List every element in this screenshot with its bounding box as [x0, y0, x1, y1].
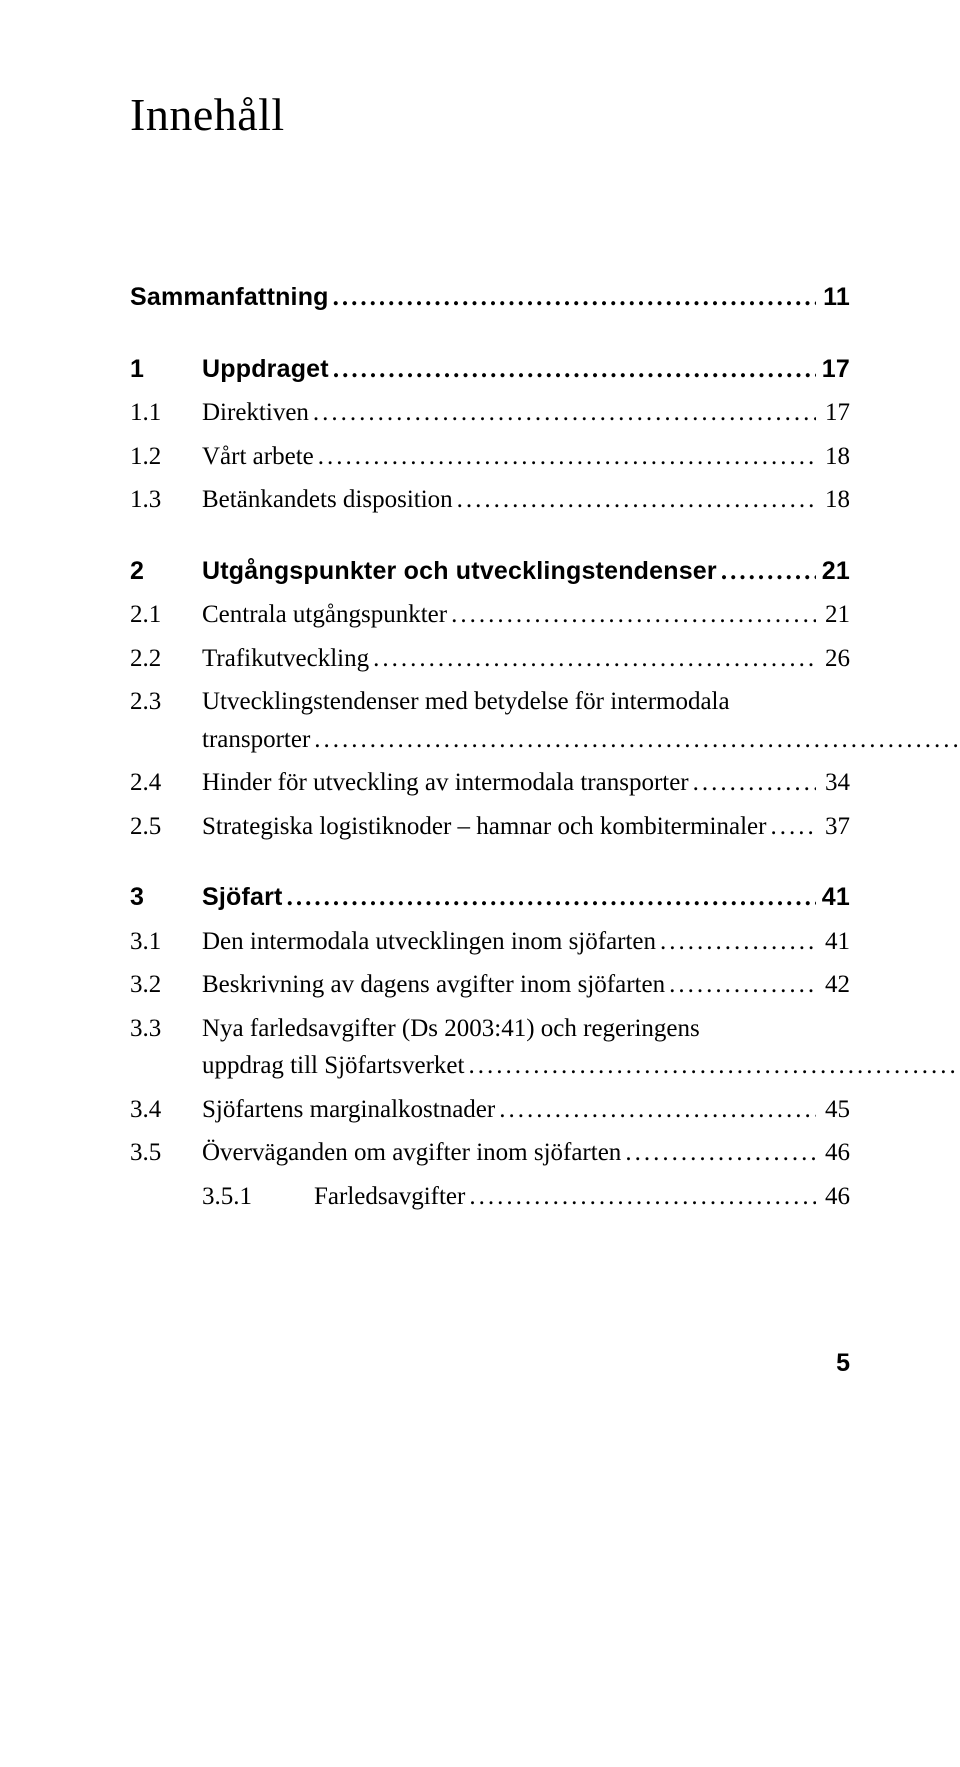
toc-leader — [717, 553, 816, 591]
toc-leader — [310, 721, 960, 759]
toc-leader — [689, 764, 816, 802]
toc-label: Utgångspunkter och utvecklingstendenser — [202, 553, 717, 591]
table-of-contents: Sammanfattning 11 1 Uppdraget 17 1.1 Dir… — [130, 279, 850, 1215]
toc-entry-section-2: 2 Utgångspunkter och utvecklingstendense… — [130, 553, 850, 591]
toc-leader — [447, 596, 816, 634]
toc-label: Överväganden om avgifter inom sjöfarten — [202, 1134, 621, 1172]
toc-num: 3.3 — [130, 1010, 202, 1048]
toc-num: 2 — [130, 553, 202, 591]
toc-label: Direktiven — [202, 394, 309, 432]
toc-entry: 3.4 Sjöfartens marginalkostnader 45 — [130, 1091, 850, 1129]
toc-label: Sjöfart — [202, 879, 283, 917]
toc-entry: 3.1 Den intermodala utvecklingen inom sj… — [130, 923, 850, 961]
toc-label: Uppdraget — [202, 351, 329, 389]
toc-label: Hinder för utveckling av intermodala tra… — [202, 764, 689, 802]
toc-entry-sub: 3.5.1 Farledsavgifter 46 — [130, 1178, 850, 1216]
toc-page: 11 — [816, 279, 850, 317]
toc-label: Centrala utgångspunkter — [202, 596, 447, 634]
toc-num: 1 — [130, 351, 202, 389]
toc-leader — [665, 966, 816, 1004]
toc-entry: 3.5 Överväganden om avgifter inom sjöfar… — [130, 1134, 850, 1172]
toc-page: 26 — [816, 640, 850, 678]
toc-num: 2.5 — [130, 808, 202, 846]
toc-label-line2: uppdrag till Sjöfartsverket — [202, 1047, 464, 1085]
toc-page: 21 — [816, 553, 850, 591]
toc-num: 3.5.1 — [130, 1178, 314, 1216]
toc-num: 3 — [130, 879, 202, 917]
toc-label: Farledsavgifter — [314, 1178, 465, 1216]
toc-leader — [766, 808, 816, 846]
toc-num: 2.3 — [130, 683, 202, 721]
toc-page: 46 — [816, 1178, 850, 1216]
toc-entry: 2.5 Strategiska logistiknoder – hamnar o… — [130, 808, 850, 846]
toc-leader — [283, 879, 816, 917]
toc-leader — [309, 394, 816, 432]
toc-label: Betänkandets disposition — [202, 481, 453, 519]
toc-label-line2: transporter — [202, 721, 310, 759]
toc-entry: 2.4 Hinder för utveckling av intermodala… — [130, 764, 850, 802]
toc-leader — [464, 1047, 960, 1085]
toc-label: Den intermodala utvecklingen inom sjöfar… — [202, 923, 656, 961]
toc-page: 41 — [816, 923, 850, 961]
toc-leader — [495, 1091, 816, 1129]
toc-leader — [314, 438, 816, 476]
toc-page: 42 — [816, 966, 850, 1004]
toc-leader — [621, 1134, 816, 1172]
toc-num: 2.1 — [130, 596, 202, 634]
toc-num: 1.2 — [130, 438, 202, 476]
toc-label: Strategiska logistiknoder – hamnar och k… — [202, 808, 766, 846]
toc-page: 17 — [816, 394, 850, 432]
toc-leader — [329, 351, 816, 389]
toc-label: Beskrivning av dagens avgifter inom sjöf… — [202, 966, 665, 1004]
toc-num: 2.2 — [130, 640, 202, 678]
toc-entry: 3.3 Nya farledsavgifter (Ds 2003:41) och… — [130, 1010, 850, 1085]
toc-page: 18 — [816, 438, 850, 476]
toc-entry: 1.2 Vårt arbete 18 — [130, 438, 850, 476]
toc-page: 18 — [816, 481, 850, 519]
toc-page: 41 — [816, 879, 850, 917]
toc-num: 1.1 — [130, 394, 202, 432]
page-title: Innehåll — [130, 80, 850, 149]
toc-entry: 2.3 Utvecklingstendenser med betydelse f… — [130, 683, 850, 758]
toc-num: 3.2 — [130, 966, 202, 1004]
toc-label-line1: Utvecklingstendenser med betydelse för i… — [202, 683, 960, 721]
toc-page: 37 — [816, 808, 850, 846]
toc-leader — [465, 1178, 816, 1216]
toc-leader — [656, 923, 816, 961]
toc-page: 46 — [816, 1134, 850, 1172]
toc-entry-section-3: 3 Sjöfart 41 — [130, 879, 850, 917]
toc-entry: 1.3 Betänkandets disposition 18 — [130, 481, 850, 519]
toc-page: 17 — [816, 351, 850, 389]
toc-label: Trafikutveckling — [202, 640, 369, 678]
toc-num: 3.1 — [130, 923, 202, 961]
toc-leader — [453, 481, 816, 519]
toc-num: 2.4 — [130, 764, 202, 802]
toc-leader — [369, 640, 816, 678]
toc-entry: 2.1 Centrala utgångspunkter 21 — [130, 596, 850, 634]
toc-label: Vårt arbete — [202, 438, 314, 476]
toc-num: 1.3 — [130, 481, 202, 519]
page-number: 5 — [130, 1345, 850, 1383]
toc-label: Sjöfartens marginalkostnader — [202, 1091, 495, 1129]
toc-page: 45 — [816, 1091, 850, 1129]
toc-leader — [329, 279, 816, 317]
toc-entry-summary: Sammanfattning 11 — [130, 279, 850, 317]
toc-page: 34 — [816, 764, 850, 802]
toc-label-line1: Nya farledsavgifter (Ds 2003:41) och reg… — [202, 1010, 960, 1048]
toc-label: Sammanfattning — [130, 279, 329, 317]
toc-num: 3.5 — [130, 1134, 202, 1172]
toc-entry: 3.2 Beskrivning av dagens avgifter inom … — [130, 966, 850, 1004]
toc-entry-section-1: 1 Uppdraget 17 — [130, 351, 850, 389]
toc-page: 21 — [816, 596, 850, 634]
toc-entry: 1.1 Direktiven 17 — [130, 394, 850, 432]
toc-num: 3.4 — [130, 1091, 202, 1129]
toc-entry: 2.2 Trafikutveckling 26 — [130, 640, 850, 678]
